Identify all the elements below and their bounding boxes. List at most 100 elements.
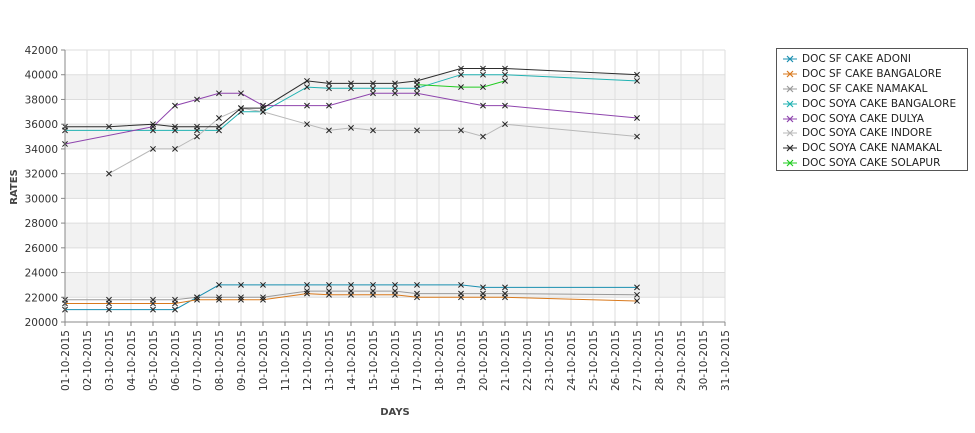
data-point [480,71,486,78]
data-point [260,281,266,288]
x-tick-label: 19-10-2015 [456,330,468,391]
data-point [502,71,508,78]
data-point [458,290,464,297]
x-tick-label: 14-10-2015 [346,330,358,391]
data-point [502,77,508,84]
data-point [370,288,376,295]
data-point [106,170,112,177]
y-tick-label: 36000 [25,119,58,131]
data-point [172,102,178,109]
data-point [414,281,420,288]
series-line [65,284,637,311]
x-tick-label: 28-10-2015 [654,330,666,391]
series-lines [64,68,638,311]
data-point [480,65,486,72]
y-tick-label: 38000 [25,94,58,106]
data-point [458,281,464,288]
x-tick-label: 24-10-2015 [566,330,578,391]
data-point [150,123,156,130]
y-tick-label: 24000 [25,268,58,280]
data-point [304,102,310,109]
x-tick-label: 12-10-2015 [302,330,314,391]
legend-item: DOC SOYA CAKE BANGALORE [783,96,967,111]
data-point [414,290,420,297]
data-point [458,127,464,134]
data-point [392,281,398,288]
x-tick-label: 11-10-2015 [280,330,292,391]
data-point [238,294,244,301]
data-point [172,145,178,152]
data-point [304,288,310,295]
x-tick-label: 20-10-2015 [478,330,490,391]
data-point [348,281,354,288]
data-point [392,288,398,295]
x-tick-label: 21-10-2015 [500,330,512,391]
data-point [370,80,376,87]
x-tick-label: 17-10-2015 [412,330,424,391]
data-point [348,124,354,131]
data-point [634,133,640,140]
data-point [458,84,464,91]
y-tick-label: 40000 [25,70,58,82]
legend-marker-icon [783,127,797,139]
data-point [238,296,244,303]
data-point [238,90,244,97]
data-point [370,127,376,134]
data-point [348,288,354,295]
legend-marker-icon [783,68,797,80]
legend-marker-icon [783,53,797,65]
data-point [480,84,486,91]
data-point [194,96,200,103]
data-point [260,294,266,301]
series-line [108,107,638,175]
data-point [106,296,112,303]
x-tick-label: 09-10-2015 [236,330,248,391]
x-tick-label: 23-10-2015 [544,330,556,391]
data-point [348,80,354,87]
data-point [172,123,178,130]
data-point [326,85,332,92]
data-point [216,90,222,97]
x-tick-label: 16-10-2015 [390,330,402,391]
series-line [416,80,506,88]
data-point [150,145,156,152]
series-points [62,65,640,313]
legend-item: DOC SOYA CAKE SOLAPUR [783,156,967,171]
series-line [65,290,638,301]
data-point [458,65,464,72]
x-tick-label: 10-10-2015 [258,330,270,391]
legend-item: DOC SOYA CAKE NAMAKAL [783,141,967,156]
data-point [216,115,222,121]
data-point [458,71,464,78]
legend-item: DOC SOYA CAKE DULYA [783,111,967,126]
legend-marker-icon [783,157,797,169]
data-point [150,296,156,303]
data-point [238,281,244,288]
y-axis-label: RATES [9,169,20,205]
data-point [634,71,640,78]
data-point [326,102,332,109]
data-point [150,306,156,313]
data-point [172,296,178,303]
data-point [194,123,200,130]
data-point [502,102,508,109]
x-tick-label: 08-10-2015 [214,330,226,391]
series-line [65,68,638,128]
legend-item: DOC SF CAKE ADONI [783,52,967,67]
data-point [392,90,398,97]
data-point [326,80,332,87]
x-tick-label: 02-10-2015 [82,330,94,391]
data-point [414,81,420,88]
x-tick-label: 06-10-2015 [170,330,182,391]
series-line [65,293,638,304]
legend-item: DOC SF CAKE NAMAKAL [783,82,967,97]
y-tick-label: 32000 [25,169,58,181]
legend: DOC SF CAKE ADONI DOC SF CAKE BANGALORE DO… [776,48,968,171]
data-point [480,290,486,297]
data-point [260,105,266,112]
x-tick-label: 30-10-2015 [698,330,710,391]
data-point [392,80,398,87]
x-tick-label: 27-10-2015 [632,330,644,391]
data-point [480,102,486,109]
